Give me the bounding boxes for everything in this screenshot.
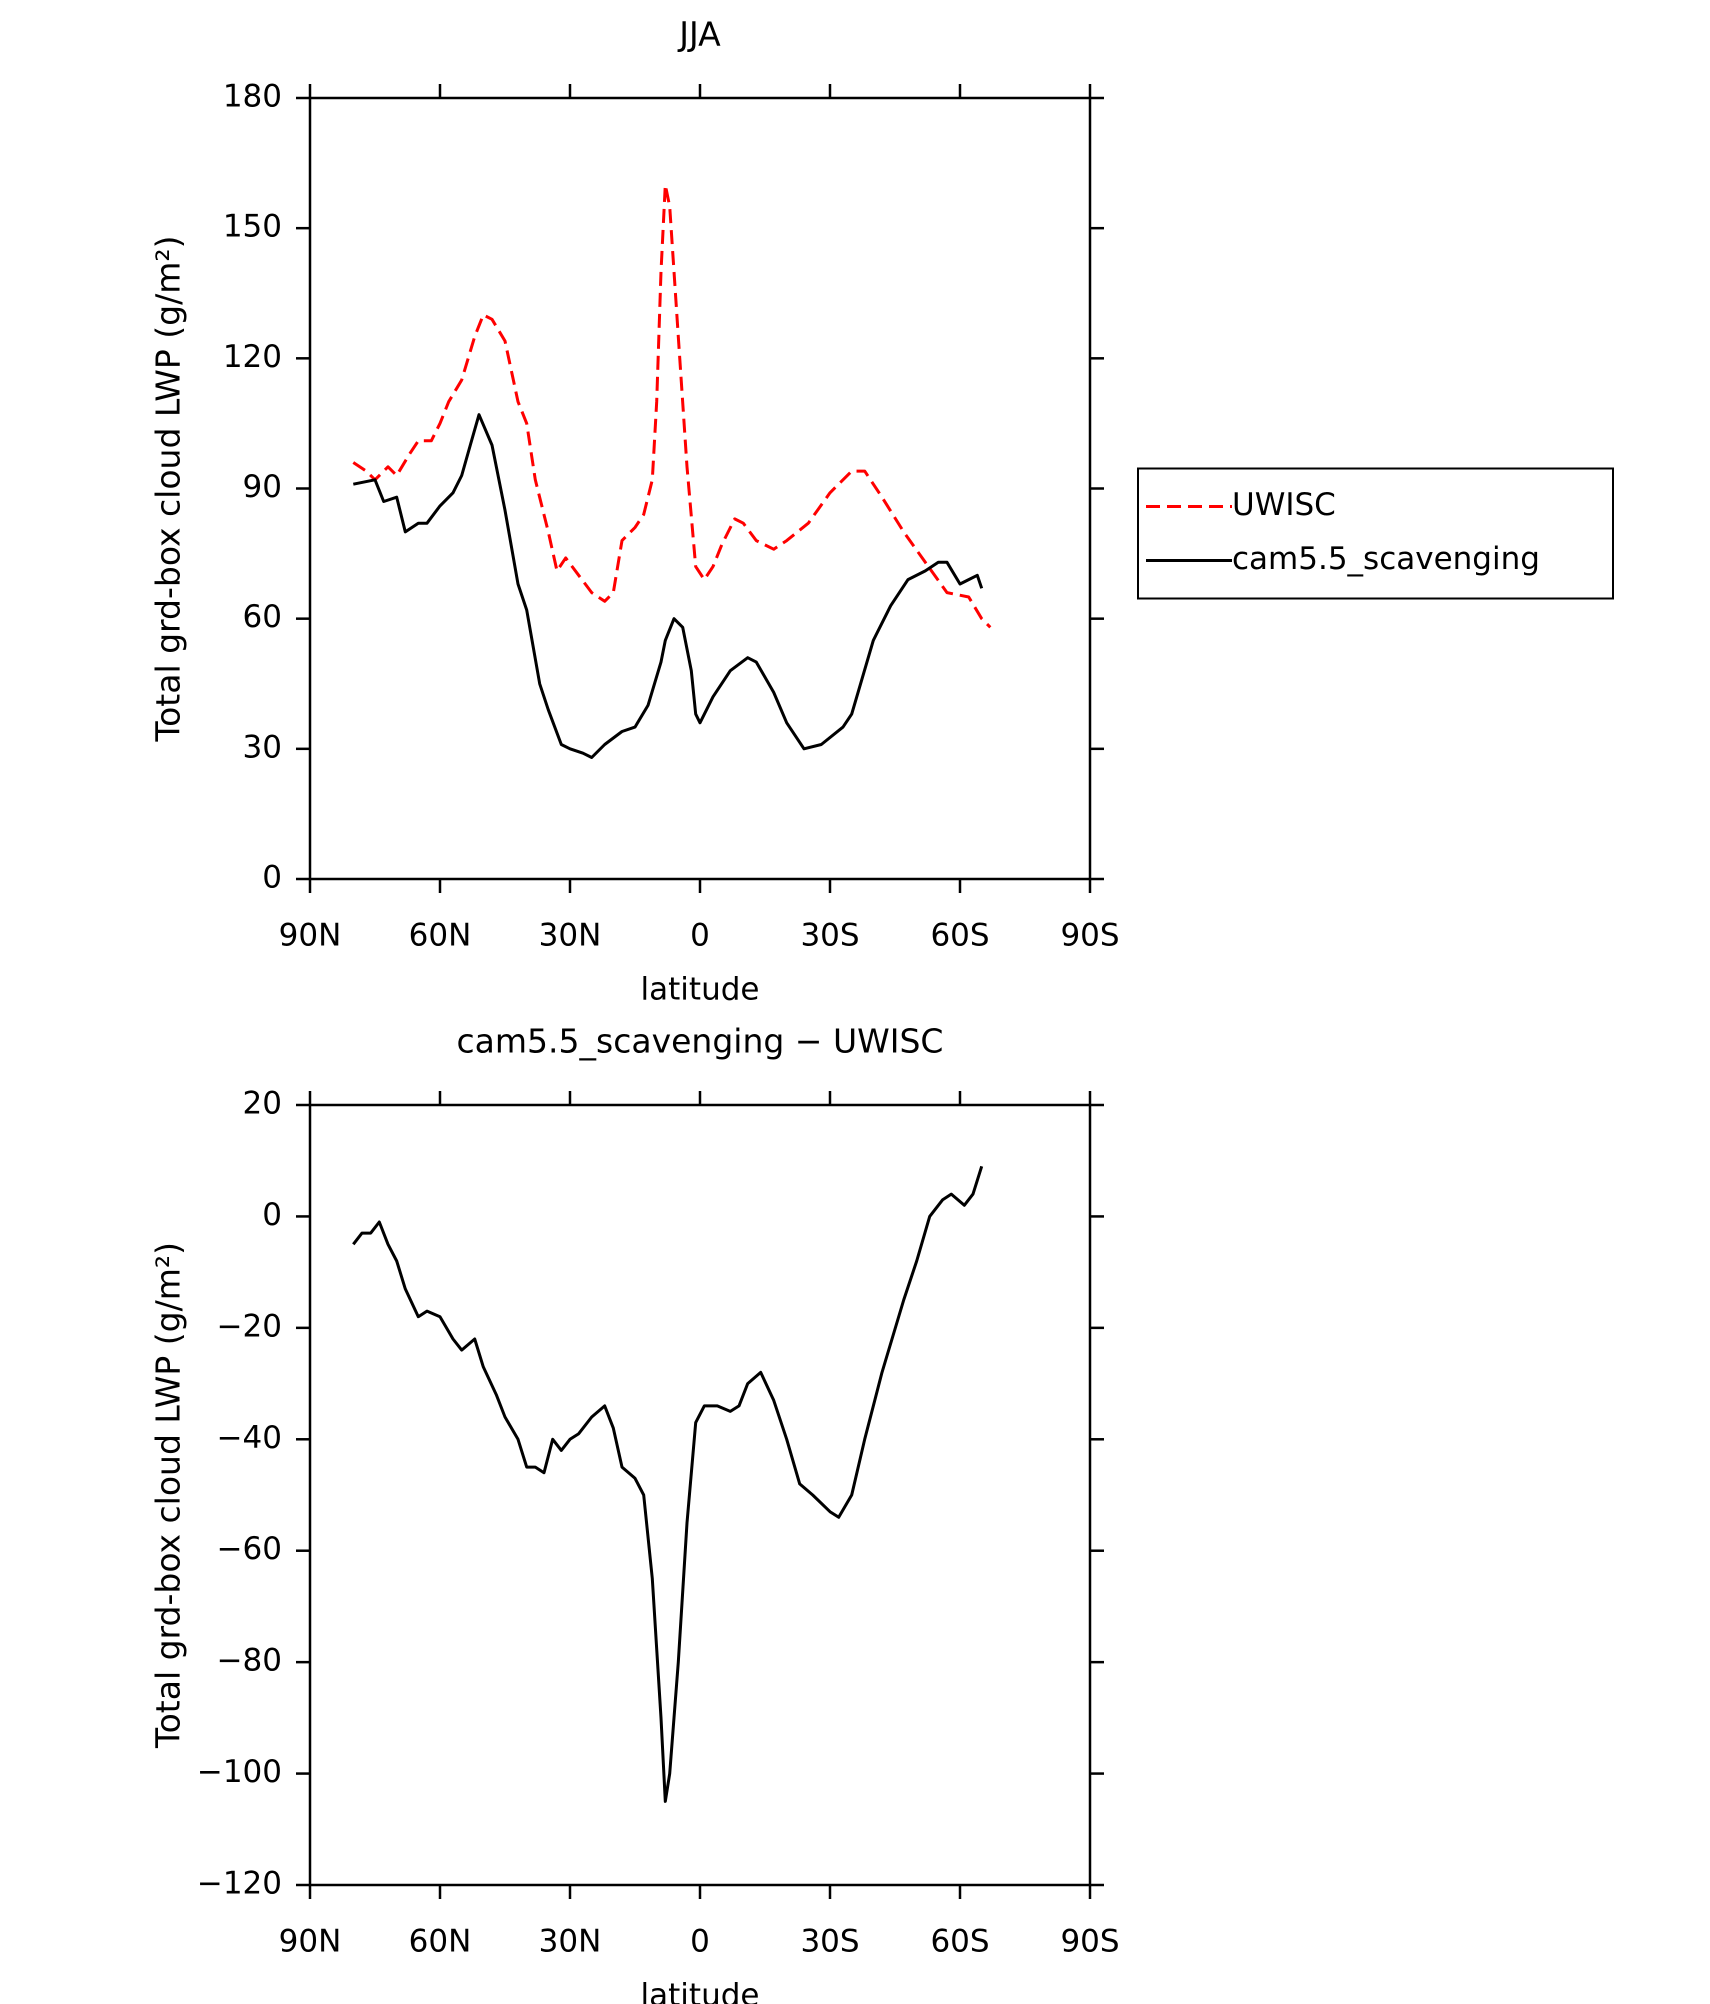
legend-label: cam5.5_scavenging bbox=[1232, 541, 1540, 577]
y-tick-label: −100 bbox=[197, 1754, 282, 1790]
x-tick-label: 60N bbox=[409, 1924, 472, 1960]
y-tick-label: 20 bbox=[243, 1086, 282, 1122]
x-tick-label: 90S bbox=[1060, 918, 1119, 954]
x-tick-label: 30N bbox=[539, 918, 602, 954]
chart-title: JJA bbox=[677, 15, 721, 54]
y-tick-label: 0 bbox=[262, 1197, 282, 1233]
legend-label: UWISC bbox=[1232, 487, 1336, 523]
x-tick-label: 90N bbox=[279, 918, 342, 954]
x-tick-label: 30S bbox=[800, 918, 859, 954]
plot-frame bbox=[308, 1103, 1092, 1887]
x-tick-label: 60S bbox=[930, 918, 989, 954]
data-line bbox=[353, 413, 984, 759]
y-tick-label: −60 bbox=[217, 1531, 282, 1567]
y-tick-label: 120 bbox=[223, 339, 282, 375]
y-axis-label: Total grd-box cloud LWP (g/m²) bbox=[149, 1242, 188, 1749]
x-axis-label: latitude bbox=[641, 972, 760, 1008]
legend-box bbox=[1137, 467, 1614, 600]
y-tick-label: 150 bbox=[223, 209, 282, 245]
y-tick-label: 30 bbox=[243, 729, 282, 765]
x-tick-label: 0 bbox=[690, 918, 710, 954]
x-tick-label: 90N bbox=[279, 1924, 342, 1960]
y-tick-label: 180 bbox=[223, 79, 282, 115]
x-tick-label: 30N bbox=[539, 1924, 602, 1960]
x-tick-label: 30S bbox=[800, 1924, 859, 1960]
y-tick-label: 60 bbox=[243, 599, 282, 635]
x-tick-label: 60S bbox=[930, 1924, 989, 1960]
y-tick-label: 0 bbox=[262, 860, 282, 896]
y-tick-label: −20 bbox=[217, 1308, 282, 1344]
x-tick-label: 60N bbox=[409, 918, 472, 954]
x-tick-label: 90S bbox=[1060, 1924, 1119, 1960]
data-line bbox=[352, 183, 992, 629]
x-axis-label: latitude bbox=[641, 1978, 760, 2004]
chart-title: cam5.5_scavenging − UWISC bbox=[457, 1022, 944, 1061]
y-tick-label: 90 bbox=[243, 469, 282, 505]
y-tick-label: −40 bbox=[217, 1420, 282, 1456]
y-tick-label: −120 bbox=[197, 1866, 282, 1902]
y-axis-label: Total grd-box cloud LWP (g/m²) bbox=[149, 236, 188, 743]
plot-frame bbox=[308, 96, 1092, 881]
x-tick-label: 0 bbox=[690, 1924, 710, 1960]
data-line bbox=[352, 1165, 984, 1803]
y-tick-label: −80 bbox=[217, 1643, 282, 1679]
